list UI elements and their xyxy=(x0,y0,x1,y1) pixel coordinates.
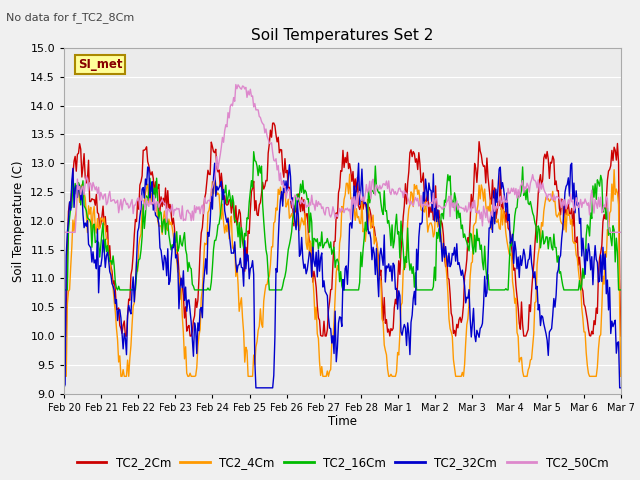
Title: Soil Temperatures Set 2: Soil Temperatures Set 2 xyxy=(252,28,433,43)
TC2_50Cm xyxy=(393,192,401,198)
TC2_4Cm xyxy=(60,373,68,379)
TC2_16Cm xyxy=(617,287,625,293)
TC2_16Cm xyxy=(60,287,68,293)
TC2_4Cm xyxy=(392,373,399,379)
TC2_2Cm xyxy=(270,120,278,126)
TC2_2Cm xyxy=(518,299,525,305)
TC2_4Cm xyxy=(617,373,625,379)
TC2_32Cm xyxy=(211,160,218,166)
TC2_4Cm xyxy=(611,167,618,173)
TC2_50Cm xyxy=(60,229,68,235)
Text: SI_met: SI_met xyxy=(78,59,122,72)
TC2_4Cm xyxy=(362,239,369,244)
Line: TC2_16Cm: TC2_16Cm xyxy=(64,152,621,290)
TC2_16Cm xyxy=(250,149,257,155)
TC2_32Cm xyxy=(518,263,525,268)
TC2_4Cm xyxy=(604,227,611,232)
TC2_16Cm xyxy=(605,232,612,238)
TC2_16Cm xyxy=(393,211,401,217)
TC2_2Cm xyxy=(326,299,333,305)
TC2_16Cm xyxy=(329,248,337,254)
Y-axis label: Soil Temperature (C): Soil Temperature (C) xyxy=(12,160,25,282)
TC2_32Cm xyxy=(60,385,68,391)
TC2_2Cm xyxy=(393,301,401,307)
TC2_2Cm xyxy=(329,261,337,267)
TC2_16Cm xyxy=(362,228,370,234)
TC2_2Cm xyxy=(60,333,68,339)
TC2_50Cm xyxy=(232,82,239,87)
Line: TC2_4Cm: TC2_4Cm xyxy=(64,170,621,376)
TC2_50Cm xyxy=(605,222,612,228)
TC2_32Cm xyxy=(362,202,370,207)
TC2_16Cm xyxy=(326,245,333,251)
TC2_4Cm xyxy=(516,356,524,361)
TC2_32Cm xyxy=(326,325,333,331)
TC2_2Cm xyxy=(362,205,370,211)
Line: TC2_2Cm: TC2_2Cm xyxy=(64,123,621,336)
TC2_32Cm xyxy=(617,385,625,391)
TC2_4Cm xyxy=(328,339,335,345)
TC2_50Cm xyxy=(617,229,625,235)
TC2_2Cm xyxy=(617,333,625,339)
TC2_32Cm xyxy=(605,307,612,313)
TC2_2Cm xyxy=(605,168,612,174)
TC2_50Cm xyxy=(362,181,370,187)
TC2_50Cm xyxy=(326,212,333,218)
TC2_50Cm xyxy=(329,204,337,210)
Legend: TC2_2Cm, TC2_4Cm, TC2_16Cm, TC2_32Cm, TC2_50Cm: TC2_2Cm, TC2_4Cm, TC2_16Cm, TC2_32Cm, TC… xyxy=(72,451,613,474)
Line: TC2_50Cm: TC2_50Cm xyxy=(64,84,621,232)
X-axis label: Time: Time xyxy=(328,415,357,429)
TC2_50Cm xyxy=(518,181,525,187)
TC2_4Cm xyxy=(324,373,332,379)
Line: TC2_32Cm: TC2_32Cm xyxy=(64,163,621,388)
TC2_32Cm xyxy=(393,286,401,291)
TC2_32Cm xyxy=(329,333,337,338)
Text: No data for f_TC2_8Cm: No data for f_TC2_8Cm xyxy=(6,12,134,23)
TC2_16Cm xyxy=(518,187,525,193)
